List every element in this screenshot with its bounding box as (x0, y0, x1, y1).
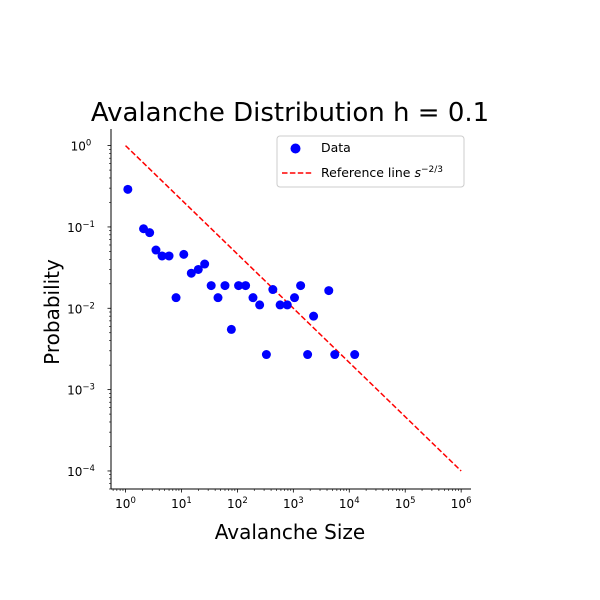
y-tick-label-base: 10 (67, 384, 82, 398)
reference-line-layer (125, 145, 462, 472)
legend-label-data: Data (321, 140, 351, 155)
data-point (255, 300, 265, 310)
data-point (179, 249, 189, 259)
x-axis-ticks: 100 101 102 103 104 105 106 (112, 489, 472, 511)
y-tick-label: 10−4 (67, 464, 95, 479)
data-point (206, 281, 216, 291)
legend-marker-data (290, 143, 301, 154)
legend-frame (276, 135, 465, 188)
x-tick-label: 102 (227, 496, 248, 511)
data-point (296, 281, 306, 291)
y-tick-label-base: 10 (71, 140, 86, 154)
data-point (220, 281, 230, 291)
data-point (213, 293, 223, 303)
x-tick-label-base: 10 (283, 497, 298, 511)
x-tick-label: 100 (115, 496, 136, 511)
data-point (171, 293, 181, 303)
data-point (350, 350, 360, 360)
data-points-layer (123, 184, 360, 360)
data-point (123, 184, 133, 194)
data-point (309, 311, 319, 321)
x-tick-label-base: 10 (451, 497, 466, 511)
y-tick-label-exponent: −3 (82, 383, 95, 393)
y-tick-label-exponent: 0 (86, 139, 91, 149)
data-point (248, 293, 258, 303)
x-tick-label: 105 (395, 496, 416, 511)
y-tick-label-base: 10 (67, 302, 82, 316)
legend-label-reference-base: s (414, 165, 421, 180)
data-point (303, 350, 313, 360)
legend-label-reference-exponent: −2/3 (421, 165, 443, 175)
data-point (234, 281, 244, 291)
x-tick-label: 104 (339, 496, 360, 511)
x-tick-label-exponent: 2 (242, 496, 247, 506)
x-tick-label: 106 (451, 496, 472, 511)
y-tick-label: 100 (71, 139, 92, 154)
data-point (164, 251, 174, 261)
x-tick-label-base: 10 (339, 497, 354, 511)
data-point (145, 228, 155, 238)
data-point (200, 259, 210, 269)
x-axis-label: Avalanche Size (215, 520, 365, 544)
y-tick-label: 10−2 (67, 301, 95, 316)
data-point (330, 350, 340, 360)
x-tick-label-exponent: 1 (186, 496, 191, 506)
data-point (282, 300, 292, 310)
data-point (275, 300, 285, 310)
legend-label-reference-line: Reference line s−2/3 (321, 165, 443, 180)
data-point (290, 293, 300, 303)
x-tick-label: 101 (171, 496, 192, 511)
y-tick-label: 10−1 (67, 220, 95, 235)
data-point (186, 268, 196, 278)
data-point (324, 286, 334, 296)
reference-line (125, 145, 462, 472)
x-tick-label-base: 10 (395, 497, 410, 511)
data-point (268, 285, 278, 295)
legend-label-reference-main: Reference line (321, 165, 414, 180)
y-tick-label-exponent: −2 (82, 301, 95, 311)
x-tick-label-base: 10 (115, 497, 130, 511)
data-point (151, 245, 161, 255)
y-tick-label-base: 10 (67, 465, 82, 479)
data-point (261, 350, 271, 360)
chart-title: Avalanche Distribution h = 0.1 (91, 98, 489, 128)
axes: 100 101 102 103 104 105 106 10−410−310−210−110… (67, 129, 472, 511)
x-tick-label-base: 10 (171, 497, 186, 511)
y-tick-label-exponent: −4 (82, 464, 95, 474)
legend: Data Reference line s−2/3 (276, 135, 465, 188)
x-tick-label: 103 (283, 496, 304, 511)
x-tick-label-exponent: 4 (354, 496, 359, 506)
data-point (193, 264, 203, 274)
data-point (157, 251, 167, 261)
x-tick-label-exponent: 3 (298, 496, 303, 506)
y-tick-label: 10−3 (67, 383, 95, 398)
x-tick-label-exponent: 5 (410, 496, 415, 506)
x-tick-label-exponent: 6 (466, 496, 471, 506)
y-axis-label: Probability (40, 259, 64, 365)
y-tick-label-base: 10 (67, 221, 82, 235)
y-tick-label-exponent: −1 (82, 220, 95, 230)
data-point (241, 281, 251, 291)
plot-area (123, 145, 462, 472)
x-tick-label-base: 10 (227, 497, 242, 511)
x-tick-label-exponent: 0 (130, 496, 135, 506)
data-point (226, 324, 236, 334)
